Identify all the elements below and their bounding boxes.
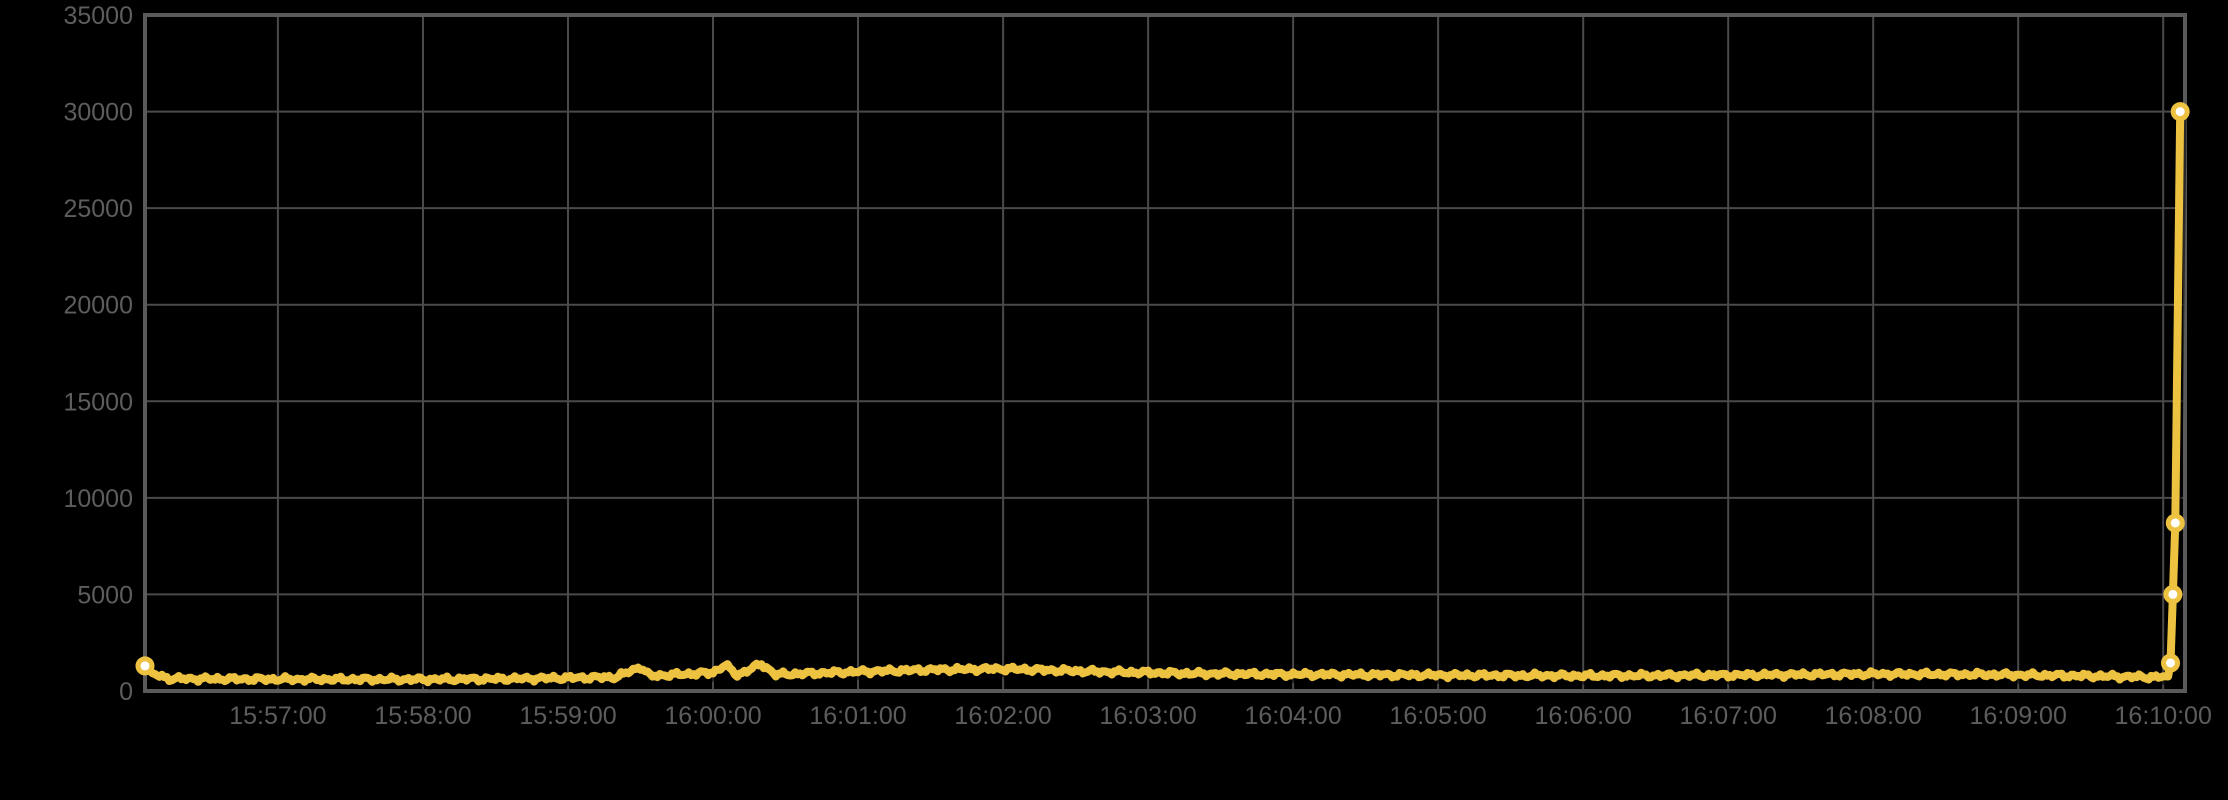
x-tick-label-16:09:00: 16:09:00 bbox=[1970, 702, 2067, 730]
x-tick-label-16:10:00: 16:10:00 bbox=[2115, 702, 2212, 730]
x-axis-labels: 15:57:00 15:58:00 15:59:00 16:00:00 16:01:00… bbox=[229, 702, 2212, 730]
y-axis-labels: 0 5000 10000 15000 20000 25000 30000 35000 bbox=[63, 2, 133, 706]
x-tick-label-15:58:00: 15:58:00 bbox=[374, 702, 471, 730]
x-tick-label-15:57:00: 15:57:00 bbox=[229, 702, 326, 730]
data-point-marker bbox=[2165, 513, 2185, 533]
y-tick-label-20000: 20000 bbox=[63, 292, 133, 320]
x-tick-label-15:59:00: 15:59:00 bbox=[519, 702, 616, 730]
x-tick-label-16:00:00: 16:00:00 bbox=[664, 702, 761, 730]
y-tick-label-5000: 5000 bbox=[77, 581, 133, 609]
y-tick-label-30000: 30000 bbox=[63, 99, 133, 127]
data-point-markers bbox=[135, 102, 2190, 676]
y-tick-label-35000: 35000 bbox=[63, 2, 133, 30]
y-tick-label-15000: 15000 bbox=[63, 388, 133, 416]
y-tick-label-0: 0 bbox=[119, 678, 133, 706]
y-tick-label-25000: 25000 bbox=[63, 195, 133, 223]
y-tick-label-10000: 10000 bbox=[63, 485, 133, 513]
x-tick-label-16:05:00: 16:05:00 bbox=[1389, 702, 1486, 730]
x-tick-label-16:04:00: 16:04:00 bbox=[1244, 702, 1341, 730]
data-point-marker bbox=[2170, 102, 2190, 122]
series-line-shadow bbox=[142, 110, 2187, 690]
data-point-marker bbox=[2163, 584, 2183, 604]
x-tick-label-16:02:00: 16:02:00 bbox=[954, 702, 1051, 730]
data-point-marker bbox=[2161, 653, 2180, 673]
x-tick-label-16:07:00: 16:07:00 bbox=[1680, 702, 1777, 730]
x-tick-label-16:03:00: 16:03:00 bbox=[1099, 702, 1196, 730]
x-tick-label-16:08:00: 16:08:00 bbox=[1825, 702, 1922, 730]
data-point-marker bbox=[135, 656, 155, 676]
x-tick-label-16:06:00: 16:06:00 bbox=[1535, 702, 1632, 730]
series-line bbox=[141, 107, 2185, 687]
x-tick-label-16:01:00: 16:01:00 bbox=[809, 702, 906, 730]
plot-border bbox=[143, 13, 2187, 693]
grid-lines bbox=[145, 14, 2185, 692]
